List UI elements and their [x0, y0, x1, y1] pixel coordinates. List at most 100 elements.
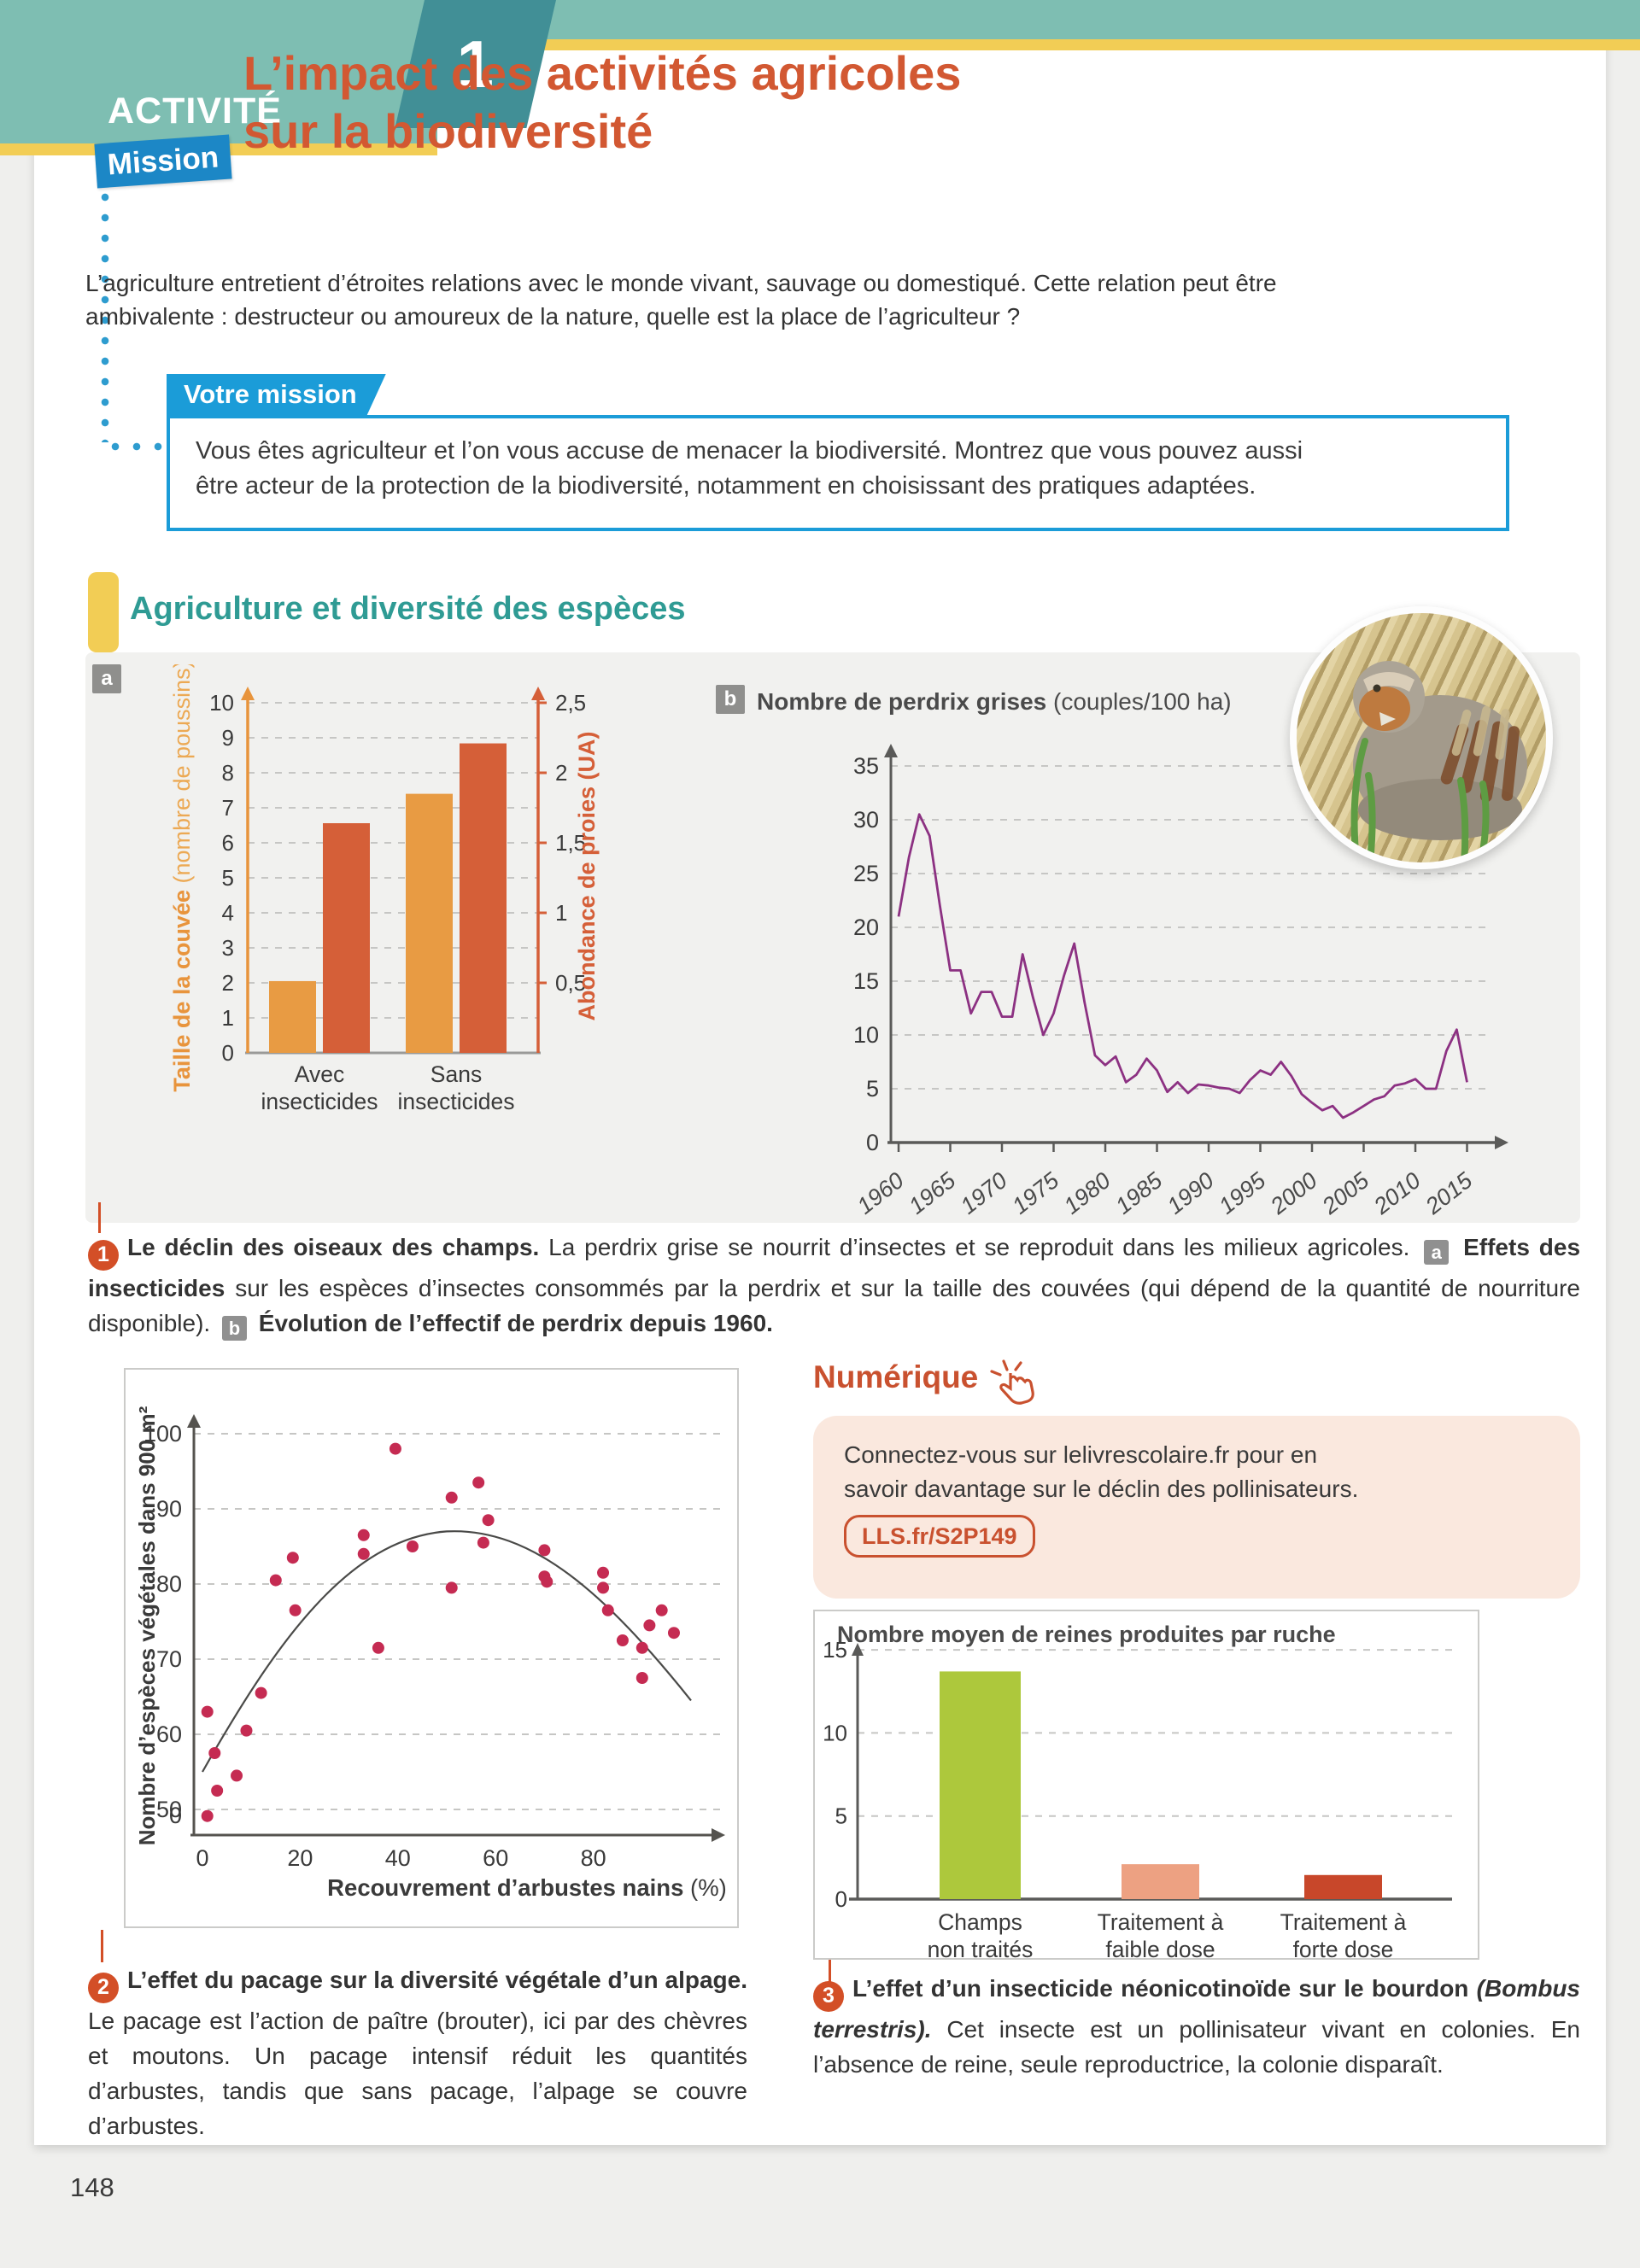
svg-text:10: 10	[823, 1720, 847, 1745]
svg-text:1: 1	[222, 1005, 234, 1031]
svg-text:2: 2	[222, 970, 234, 996]
caption-text-run: (Bombus terrestris).	[813, 1975, 1580, 2043]
chart-perdrix-title-unit: (couples/100 ha)	[1046, 688, 1232, 715]
caption-text-run: sur les espèces d’insectes consommés par…	[88, 1274, 1580, 1336]
caption-number-balloon: 1	[88, 1239, 119, 1271]
partridge-photo	[1290, 606, 1553, 869]
lls-link-chip[interactable]: LLS.fr/S2P149	[844, 1515, 1035, 1558]
numerique-header: Numérique	[813, 1359, 1040, 1411]
caption1: 1 Le déclin des oiseaux des champs. La pe…	[88, 1230, 1580, 1341]
svg-text:1995: 1995	[1214, 1166, 1271, 1217]
svg-text:2,5: 2,5	[555, 690, 586, 716]
svg-text:9: 9	[222, 725, 234, 751]
chart-reines-title: Nombre moyen de reines produites par ruc…	[837, 1622, 1336, 1647]
mission-box: Vous êtes agriculteur et l’on vous accus…	[167, 415, 1509, 531]
section-yellow-tab	[88, 572, 119, 652]
dotted-connector-horizontal	[111, 442, 176, 451]
caption2-stem	[101, 1930, 103, 1962]
dotted-connector-vertical	[101, 193, 109, 442]
svg-text:2015: 2015	[1420, 1166, 1478, 1217]
numerique-line1: Connectez-vous sur lelivrescolaire.fr po…	[844, 1441, 1318, 1468]
svg-text:60: 60	[483, 1845, 508, 1871]
numerique-line2: savoir davantage sur le déclin des polli…	[844, 1476, 1359, 1502]
svg-text:1980: 1980	[1059, 1167, 1116, 1217]
caption-text-run: Le pacage est l’action de paître (broute…	[88, 2007, 747, 2139]
page-title: L’impact des activités agricoles sur la …	[243, 44, 961, 161]
svg-text:10: 10	[209, 690, 234, 716]
click-hand-icon	[990, 1359, 1035, 1405]
svg-text:6: 6	[222, 830, 234, 856]
page-title-line2: sur la biodiversité	[243, 104, 653, 158]
caption-number-balloon: 3	[813, 1980, 844, 2012]
svg-text:15: 15	[853, 968, 879, 994]
svg-text:Abondance de proies (UA): Abondance de proies (UA)	[574, 731, 600, 1020]
svg-text:70: 70	[156, 1646, 182, 1672]
banner-teal-band	[0, 0, 437, 143]
caption3-stem	[829, 1960, 831, 1990]
svg-text:90: 90	[156, 1496, 182, 1522]
mission-box-label: Votre mission	[167, 374, 386, 415]
caption-number-balloon: 2	[88, 1972, 119, 2003]
svg-text:Taille de la couvée (nombre de: Taille de la couvée (nombre de poussins)	[169, 664, 195, 1092]
caption-text-run: Évolution de l’effectif de perdrix depui…	[251, 1309, 773, 1336]
caption-text-run: Cet insecte est un pollinisateur vivant …	[813, 2015, 1580, 2078]
svg-text:4: 4	[222, 900, 234, 926]
svg-text:1: 1	[555, 900, 567, 926]
svg-text:0: 0	[835, 1886, 847, 1912]
svg-text:35: 35	[853, 753, 879, 779]
svg-text:20: 20	[287, 1845, 313, 1871]
svg-text:10: 10	[853, 1022, 879, 1048]
chart-perdrix-title: Nombre de perdrix grises (couples/100 ha…	[757, 688, 1232, 716]
banner-teal-strip-right	[437, 0, 1640, 39]
doc-a-badge: a	[92, 664, 121, 693]
numerique-box: Connectez-vous sur lelivrescolaire.fr po…	[813, 1416, 1580, 1599]
svg-text:2000: 2000	[1265, 1167, 1322, 1217]
intro-line2: ambivalente : destructeur ou amoureux de…	[85, 303, 1021, 330]
doc-letter-badge: a	[1424, 1240, 1450, 1265]
svg-text:5: 5	[222, 865, 234, 891]
caption-text-run: L’effet d’un insecticide néonicotinoïde …	[852, 1975, 1477, 2002]
svg-text:5: 5	[866, 1076, 879, 1102]
intro-paragraph: L’agriculture entretient d’étroites rela…	[85, 266, 1375, 333]
svg-text:1,5: 1,5	[555, 830, 586, 856]
banner-yellow-stripe-right	[437, 39, 1640, 50]
svg-text:80: 80	[581, 1845, 606, 1871]
section-title: Agriculture et diversité des espèces	[130, 591, 686, 627]
caption2: 2 L’effet du pacage sur la diversité végé…	[88, 1962, 747, 2143]
svg-text:1990: 1990	[1163, 1167, 1219, 1217]
svg-text:1975: 1975	[1007, 1166, 1064, 1217]
svg-text:40: 40	[385, 1845, 411, 1871]
chart-reines-bar: 0 5 10 15 Champs non traités Traitement à faibl…	[823, 1637, 1452, 1961]
caption-text-run: L’effet du pacage sur la diversité végét…	[127, 1967, 747, 1993]
mission-line1: Vous êtes agriculteur et l’on vous accus…	[196, 437, 1303, 465]
doc-b-badge: b	[716, 685, 745, 714]
svg-text:20: 20	[853, 915, 879, 940]
chart-perdrix-title-bold: Nombre de perdrix grises	[757, 688, 1047, 715]
doc3-bar-box: Nombre moyen de reines produites par ruc…	[813, 1610, 1479, 1961]
svg-text:2005: 2005	[1317, 1166, 1374, 1217]
svg-text:Nombre d’espèces végétales dan: Nombre d’espèces végétales dans 900 m²	[134, 1406, 160, 1845]
svg-text:Recouvrement d’arbustes nains: Recouvrement d’arbustes nains (%)	[327, 1874, 727, 1901]
svg-text:25: 25	[853, 861, 879, 886]
partridge-illustration	[1350, 661, 1527, 862]
doc-letter-badge: b	[221, 1315, 247, 1341]
caption-text-run: La perdrix grise se nourrit d’insectes e…	[548, 1234, 1420, 1260]
svg-text:0: 0	[169, 1803, 182, 1828]
caption-text-run: Effets des insecticides	[88, 1234, 1581, 1301]
svg-text:60: 60	[156, 1721, 182, 1747]
svg-text:0: 0	[866, 1130, 879, 1155]
svg-text:0,5: 0,5	[555, 970, 586, 996]
svg-text:5: 5	[835, 1803, 847, 1829]
svg-text:2010: 2010	[1368, 1167, 1426, 1217]
svg-text:3: 3	[222, 935, 234, 961]
svg-text:100: 100	[144, 1421, 182, 1447]
svg-text:1965: 1965	[904, 1166, 961, 1217]
svg-text:50: 50	[156, 1797, 182, 1822]
svg-text:80: 80	[156, 1571, 182, 1597]
